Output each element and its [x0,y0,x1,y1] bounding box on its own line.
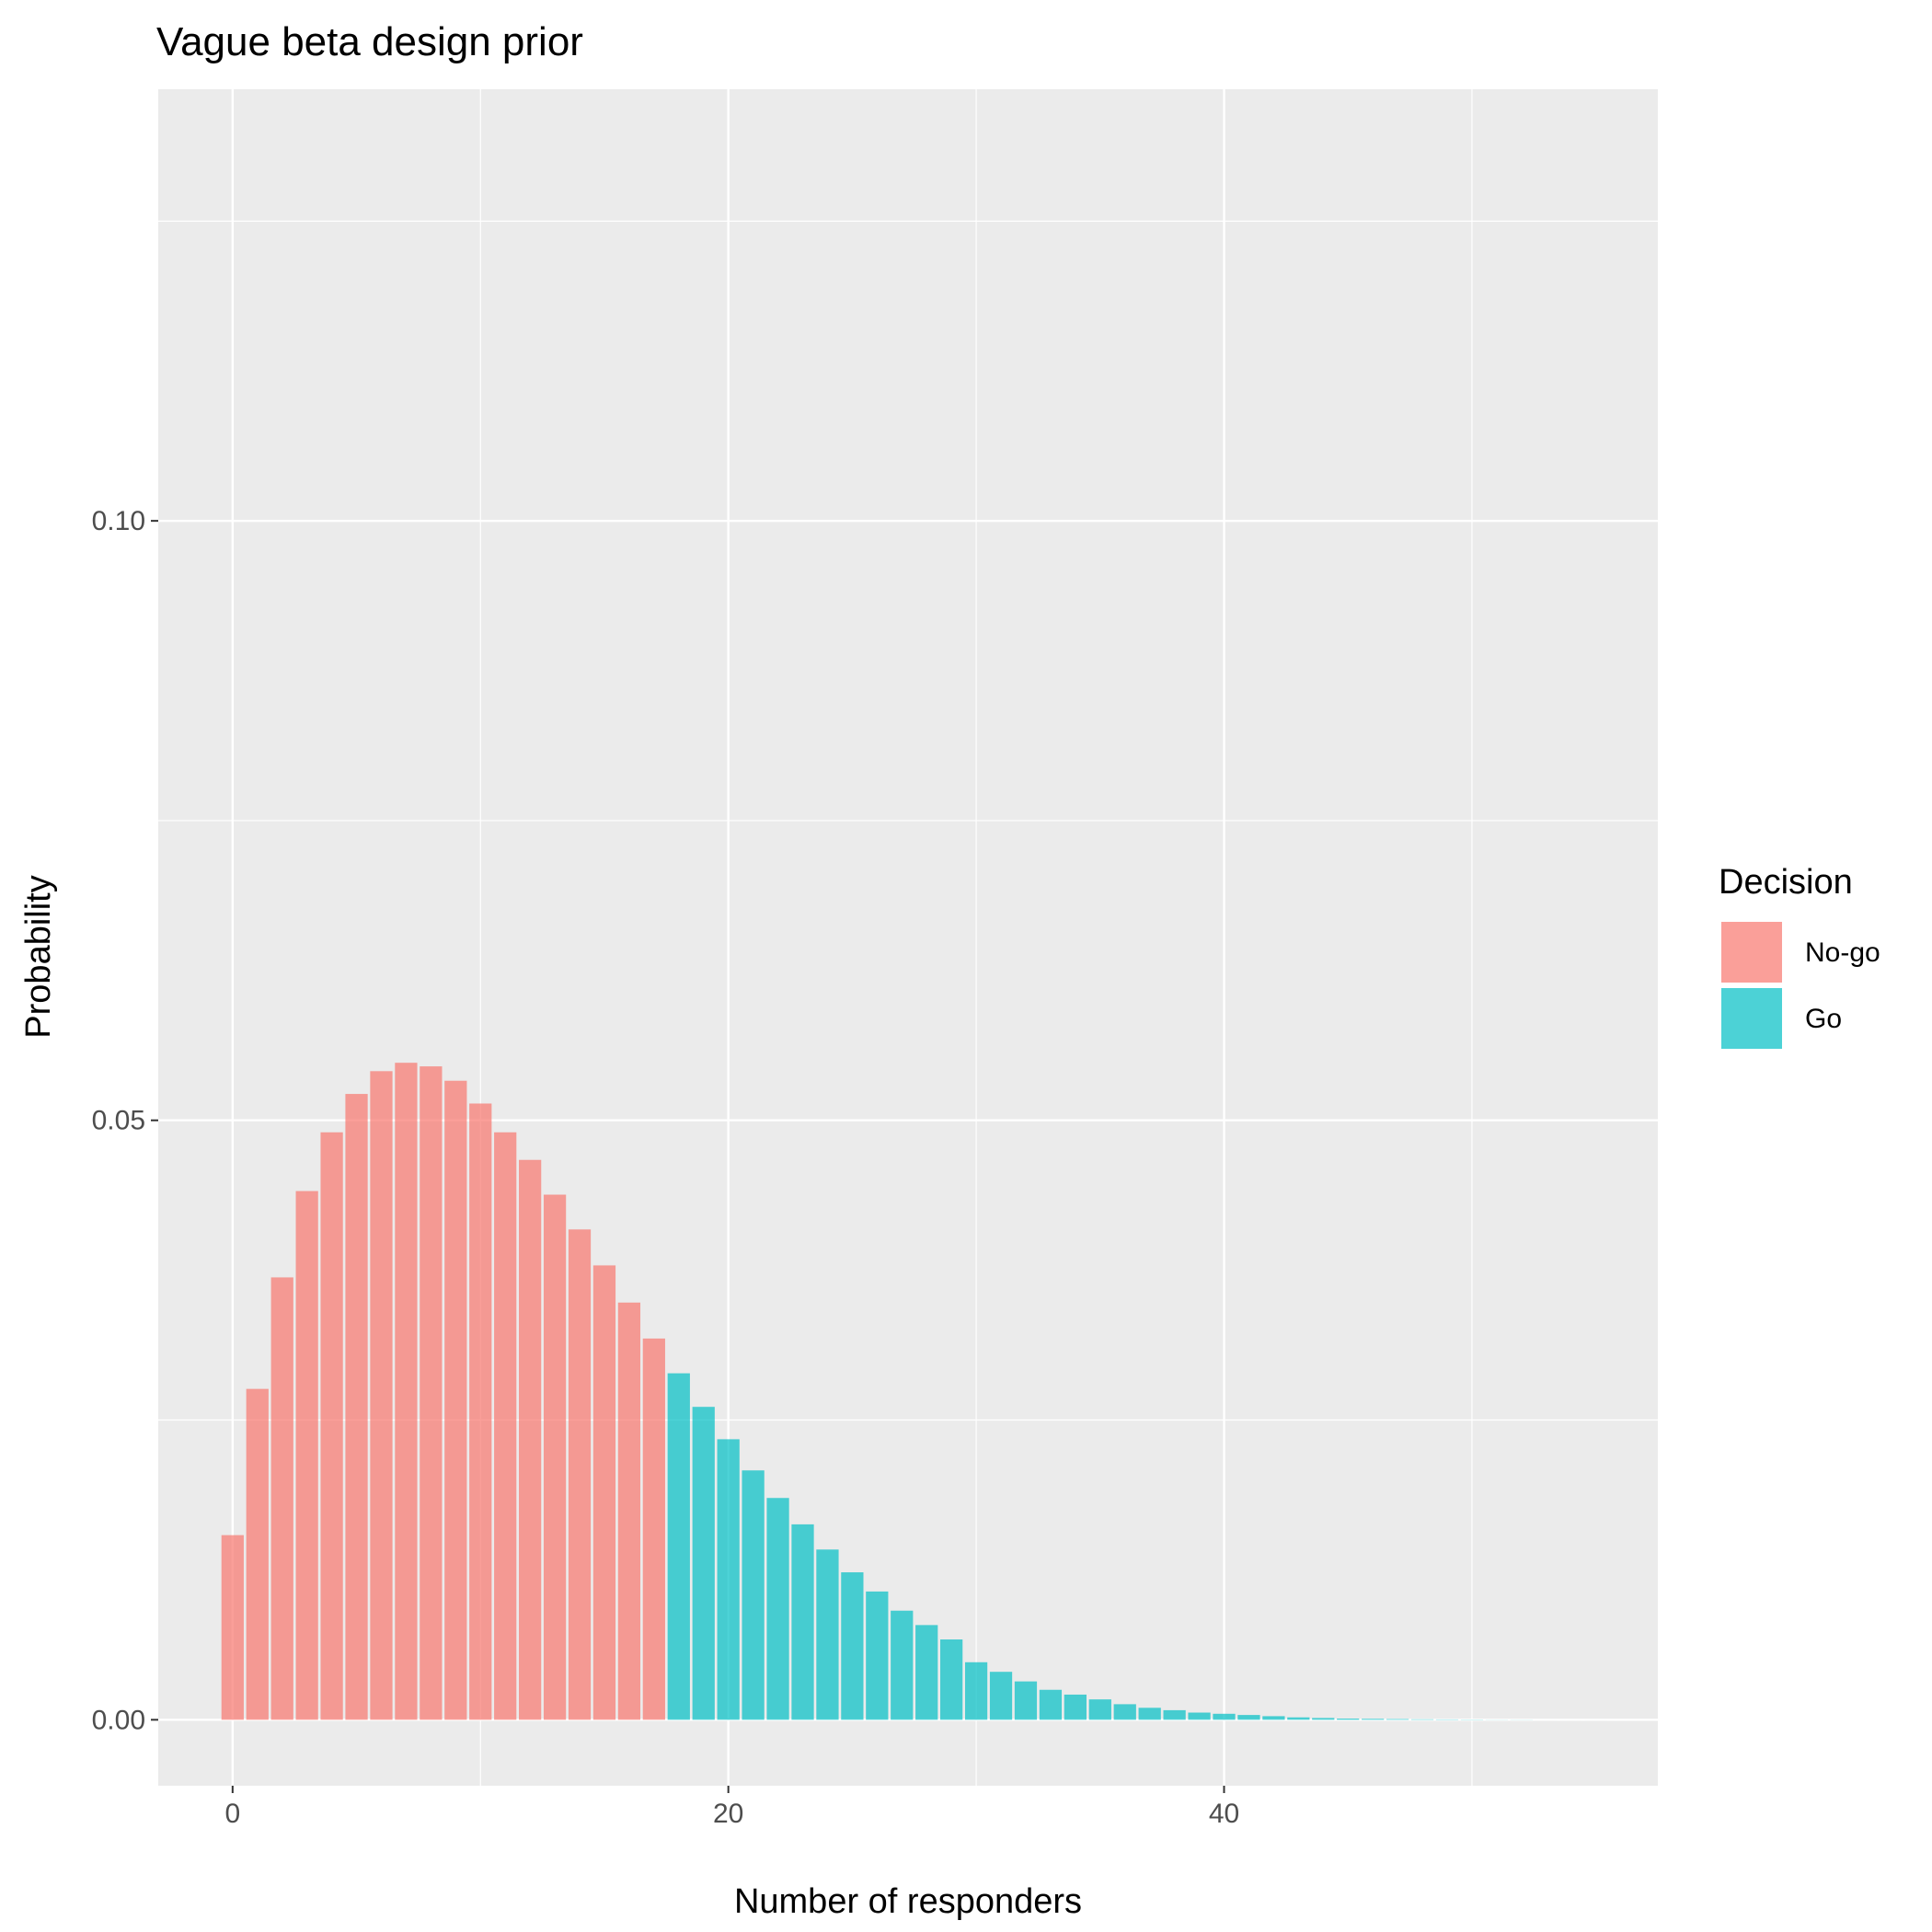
bar-go-30 [964,1662,988,1720]
x-tick-label-2: 40 [1209,1799,1239,1829]
legend-label-nogo: No-go [1805,937,1880,968]
legend-key-nogo [1719,920,1784,984]
bar-nogo-8 [420,1066,443,1720]
bar-go-21 [742,1470,765,1720]
y-tick-label-0: 0.00 [92,1705,145,1735]
bar-go-19 [692,1407,715,1720]
bar-go-37 [1138,1708,1161,1720]
bar-go-42 [1262,1716,1285,1720]
bar-go-32 [1014,1681,1038,1720]
bar-nogo-1 [246,1388,269,1720]
bar-nogo-13 [543,1194,567,1720]
bar-nogo-14 [568,1229,592,1720]
legend: Decision No-go Go [1719,863,1880,1051]
bar-go-47 [1386,1719,1409,1720]
legend-key-go [1719,986,1784,1051]
x-axis: 0 20 40 [224,1786,1239,1829]
bar-go-36 [1113,1704,1136,1720]
bar-nogo-10 [469,1103,492,1720]
legend-title: Decision [1719,863,1853,902]
bar-go-39 [1188,1712,1211,1720]
bar-go-24 [816,1549,839,1720]
bar-nogo-6 [370,1071,393,1720]
bar-go-29 [940,1639,963,1720]
bar-go-28 [915,1625,938,1720]
y-axis-title: Probability [19,875,58,1038]
bar-go-41 [1237,1715,1260,1720]
bar-go-40 [1213,1713,1236,1720]
bar-go-22 [766,1498,789,1720]
x-tick-label-1: 20 [713,1799,743,1829]
bar-go-33 [1039,1689,1063,1720]
chart-title: Vague beta design prior [156,19,583,64]
bar-nogo-16 [617,1302,641,1720]
x-tick-label-0: 0 [224,1799,240,1829]
bar-nogo-7 [395,1063,418,1720]
y-axis: 0.00 0.05 0.10 [92,506,158,1735]
y-tick-label-1: 0.05 [92,1106,145,1136]
bar-go-35 [1088,1699,1111,1720]
bar-go-25 [841,1572,864,1720]
bar-go-43 [1287,1717,1310,1720]
bar-nogo-4 [320,1132,343,1720]
bar-nogo-2 [270,1277,293,1720]
y-tick-label-2: 0.10 [92,506,145,536]
bar-go-44 [1312,1718,1335,1720]
bar-nogo-9 [444,1080,467,1720]
bar-go-31 [989,1672,1013,1720]
bar-go-18 [667,1373,690,1720]
bar-go-48 [1410,1719,1434,1720]
legend-label-go: Go [1805,1004,1842,1034]
bar-go-20 [717,1439,740,1720]
bar-nogo-0 [221,1535,244,1720]
bar-go-27 [891,1610,914,1720]
bar-go-23 [791,1524,814,1720]
bar-nogo-15 [592,1265,616,1720]
bar-nogo-3 [295,1190,318,1720]
bar-nogo-5 [345,1094,368,1720]
bar-nogo-11 [494,1132,517,1720]
x-axis-title: Number of responders [734,1882,1082,1921]
bar-nogo-17 [642,1338,665,1720]
bar-go-26 [866,1591,889,1720]
bar-go-34 [1064,1694,1087,1720]
bar-nogo-12 [519,1159,542,1720]
bars [221,1063,1607,1720]
bar-go-38 [1163,1709,1186,1720]
